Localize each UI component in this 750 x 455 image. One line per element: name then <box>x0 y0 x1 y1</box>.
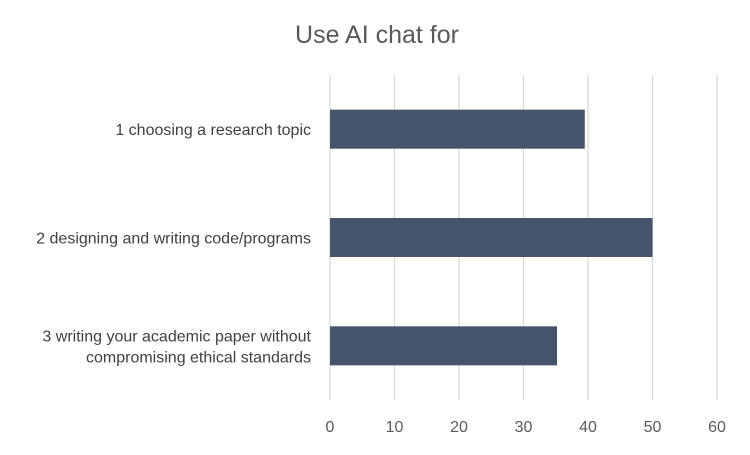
x-axis-tick-labels: 0 10 20 30 40 50 60 <box>326 419 726 436</box>
category-label: 2 designing and writing code/programs <box>36 231 311 248</box>
x-tick-label: 10 <box>386 419 404 436</box>
x-tick-label: 0 <box>326 419 335 436</box>
bars <box>330 109 653 366</box>
x-tick-label: 50 <box>644 419 662 436</box>
x-tick-label: 30 <box>515 419 533 436</box>
category-labels: 1 choosing a research topic 2 designing a… <box>36 122 311 366</box>
x-tick-label: 40 <box>579 419 597 436</box>
category-label: 3 writing your academic paper without com… <box>42 328 311 366</box>
category-label: 1 choosing a research topic <box>115 122 311 139</box>
bar <box>330 326 558 366</box>
bar <box>330 218 653 257</box>
bar <box>330 109 585 149</box>
x-tick-label: 20 <box>450 419 468 436</box>
x-tick-label: 60 <box>708 419 726 436</box>
chart-title: Use AI chat for <box>295 21 459 49</box>
